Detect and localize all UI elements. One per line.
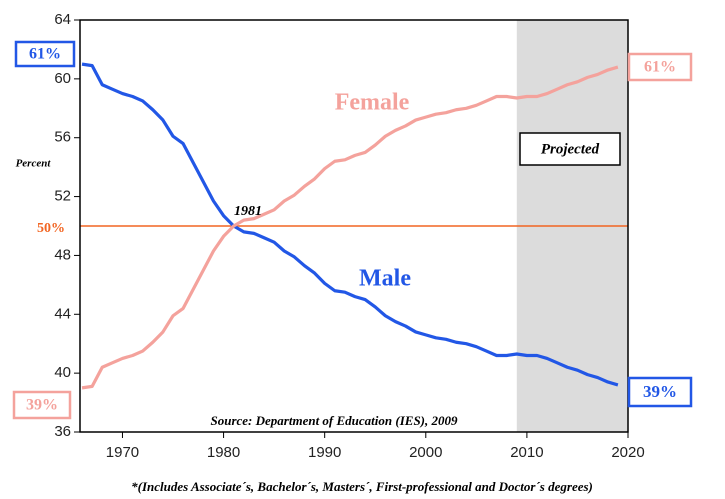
series-line [81,62,619,387]
y-axis-label: Percent [16,158,52,170]
y-tick-label: 64 [54,11,71,28]
series-line [81,65,619,390]
y-tick-label: 60 [54,70,71,87]
y-tick-label: 36 [54,423,71,440]
reference-label: 50% [37,221,65,236]
end-label-box [12,390,72,420]
projected-box [519,132,621,166]
male-label: Male [359,266,411,292]
female-label: Female [335,90,410,116]
end-label-box [627,52,693,82]
end-label: 39% [643,382,677,401]
x-tick-label: 2010 [510,444,543,461]
end-label: 39% [26,397,58,414]
y-tick-label: 44 [54,305,71,322]
end-label: 61% [644,59,676,76]
y-tick-label: 56 [54,129,71,146]
y-tick-label: 52 [54,188,71,205]
source: Source: Department of Education (IES), 2… [210,413,458,428]
end-label-box [627,376,693,408]
x-tick-label: 1990 [308,444,341,461]
plot-frame [79,19,629,433]
crossover-label: 1981 [234,204,262,219]
footnote: *(Includes Associate´s, Bachelor´s, Mast… [131,479,593,494]
x-tick-label: 2020 [611,444,644,461]
end-label-box [14,40,76,68]
x-tick-label: 1980 [207,444,240,461]
end-label: 61% [29,46,61,63]
y-tick-label: 40 [54,364,71,381]
x-tick-label: 1970 [106,444,139,461]
projected-label: Projected [541,141,600,157]
y-tick-label: 48 [54,246,71,263]
x-tick-label: 2000 [409,444,442,461]
